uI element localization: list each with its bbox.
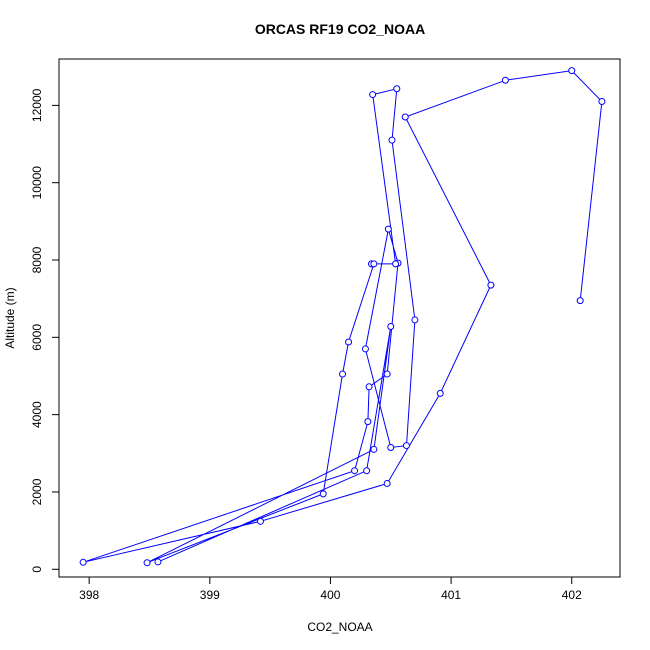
data-point <box>384 225 392 233</box>
y-axis-label: Altitude (m) <box>3 287 17 348</box>
data-point <box>345 338 353 346</box>
y-tick-label: 4000 <box>30 401 44 428</box>
series-line <box>82 70 603 564</box>
plot-frame <box>58 58 621 578</box>
data-point <box>370 260 378 268</box>
data-point <box>387 323 395 331</box>
data-point <box>383 479 391 487</box>
x-tick-label: 402 <box>562 588 582 602</box>
data-point <box>370 445 378 453</box>
data-point <box>401 113 409 121</box>
data-point <box>411 316 419 324</box>
data-point <box>364 418 372 426</box>
data-point <box>436 389 444 397</box>
data-point <box>361 345 369 353</box>
data-point <box>568 67 576 75</box>
data-point <box>598 98 606 106</box>
data-point <box>363 467 371 475</box>
data-point <box>387 444 395 451</box>
chart-title: ORCAS RF19 CO2_NOAA <box>255 21 425 37</box>
y-axis: 0 2000 4000 6000 8000 10000 12000 <box>30 88 60 573</box>
y-tick-label: 6000 <box>30 324 44 351</box>
data-point <box>256 517 264 525</box>
x-tick-label: 401 <box>441 588 461 602</box>
x-tick-label: 398 <box>79 588 99 602</box>
data-point <box>369 91 377 99</box>
data-point <box>154 558 162 566</box>
x-tick-label: 399 <box>200 588 220 602</box>
data-point <box>319 490 327 498</box>
data-point <box>339 370 347 378</box>
data-point <box>392 260 400 268</box>
data-point <box>501 76 509 84</box>
y-tick-label: 0 <box>30 566 44 573</box>
data-point <box>402 442 410 450</box>
data-point <box>365 383 373 391</box>
data-point <box>393 85 401 93</box>
y-tick-label: 2000 <box>30 478 44 505</box>
data-point <box>383 370 391 378</box>
x-axis: 398 399 400 401 402 <box>79 576 582 602</box>
data-point <box>351 467 359 475</box>
data-point <box>576 297 584 305</box>
x-axis-label: CO2_NOAA <box>307 620 372 634</box>
data-point <box>388 136 396 144</box>
data-points <box>79 67 606 567</box>
data-point <box>143 559 151 567</box>
data-point <box>487 281 495 289</box>
y-tick-label: 12000 <box>30 88 44 122</box>
data-point <box>79 558 87 566</box>
x-tick-label: 400 <box>320 588 340 602</box>
y-tick-label: 10000 <box>30 166 44 200</box>
y-tick-label: 8000 <box>30 246 44 273</box>
